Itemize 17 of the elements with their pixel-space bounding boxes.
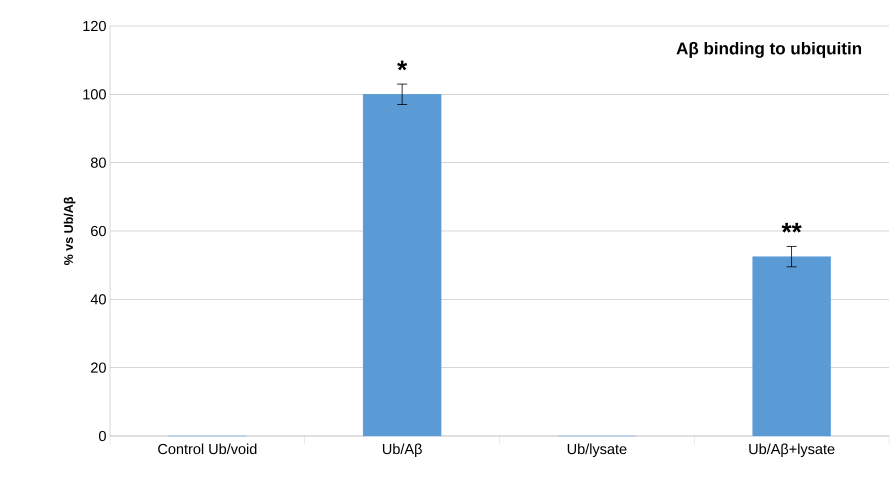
y-axis-title: % vs Ub/Aβ [64,197,76,266]
annotation: * [397,60,408,70]
x-tick-label: Ub/Aβ [382,444,422,458]
bar [752,256,831,436]
y-tick-label: 80 [90,158,106,168]
y-tick-label: 20 [91,362,106,373]
y-tick-label: 100 [83,89,106,100]
y-tick-label: 60 [91,226,106,236]
y-tick-label: 40 [90,294,106,304]
text: Aβ binding to ubiquitin [676,42,862,58]
x-tick-label: Ub/Aβ+lysate [749,444,834,458]
annotation: ** [782,222,802,233]
x-tick-label: Control Ub/void [158,444,256,454]
x-tick-label: Ub/lysate [568,444,626,458]
bar [362,94,442,436]
y-tick-label: 120 [83,20,106,32]
y-tick-label: 0 [98,430,106,442]
